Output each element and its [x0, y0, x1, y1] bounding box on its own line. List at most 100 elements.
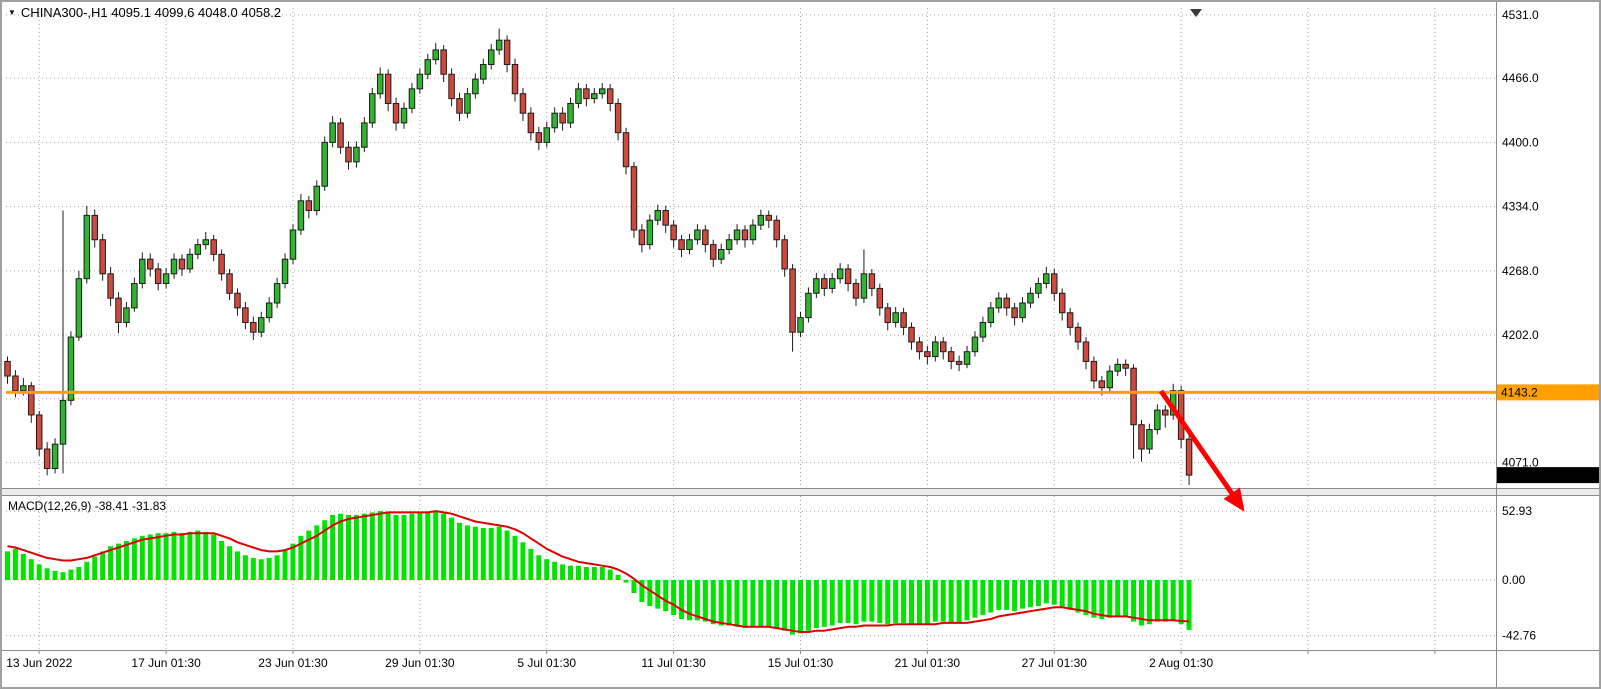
candle: [908, 326, 915, 343]
macd-bar: [187, 531, 193, 580]
macd-bar: [472, 526, 478, 580]
macd-bar: [36, 564, 42, 580]
macd-bar: [766, 580, 772, 627]
candle: [1003, 297, 1010, 309]
macd-bar: [369, 512, 375, 580]
macd-bar: [924, 580, 930, 625]
macd-bar: [274, 555, 280, 580]
candle: [900, 312, 907, 328]
panel-divider[interactable]: [2, 488, 1599, 496]
macd-bar: [219, 541, 225, 580]
candle: [186, 253, 194, 270]
macd-bar: [290, 543, 296, 580]
macd-bar: [568, 565, 574, 580]
trend-arrow[interactable]: [1158, 389, 1245, 512]
candle: [424, 59, 432, 75]
macd-axis-label: -42.76: [1502, 629, 1536, 643]
candle: [646, 219, 654, 246]
macd-bar: [821, 580, 827, 627]
candle: [329, 122, 336, 143]
macd-bar: [20, 554, 26, 580]
macd-bar: [1123, 580, 1129, 617]
macd-bar: [338, 513, 344, 580]
candle: [495, 39, 503, 51]
macd-bar: [1162, 580, 1168, 622]
macd-bar: [750, 580, 756, 627]
candle: [1011, 307, 1018, 319]
macd-bar: [655, 580, 661, 609]
macd-bar: [1020, 580, 1026, 609]
candle: [741, 229, 749, 241]
candle: [1154, 409, 1161, 431]
price-axis-label: 4071.0: [1502, 456, 1539, 470]
candle: [416, 73, 424, 90]
candle: [313, 185, 321, 212]
macd-bar: [250, 557, 256, 580]
price-hline[interactable]: 4143.2: [6, 384, 1600, 401]
candle: [265, 302, 273, 319]
candle: [995, 297, 1002, 309]
macd-bar: [425, 512, 431, 580]
macd-bar: [504, 530, 510, 580]
candle: [83, 214, 91, 280]
candle: [987, 307, 995, 323]
candle: [955, 360, 963, 365]
candle: [361, 122, 368, 148]
chart-title-text: CHINA300-,H1 4095.1 4099.6 4048.0 4058.2: [20, 5, 282, 20]
macd-bar: [623, 580, 629, 583]
time-axis-label: 27 Jul 01:30: [1022, 656, 1088, 670]
candle: [123, 307, 130, 323]
macd-bar: [385, 512, 391, 580]
macd-bar: [583, 567, 589, 580]
symbol-dropdown-icon[interactable]: ▼: [8, 7, 16, 17]
candle: [1185, 438, 1193, 476]
grid-lines: [6, 8, 1496, 650]
candle: [932, 341, 939, 358]
candle: [836, 268, 844, 280]
macd-bar: [893, 580, 899, 623]
macd-bar: [131, 538, 137, 580]
macd-bar: [671, 580, 677, 616]
candle: [979, 321, 987, 338]
time-axis-label: 5 Jul 01:30: [517, 656, 576, 670]
macd-bar: [805, 580, 811, 631]
candlestick-series: [4, 28, 1193, 486]
candle: [448, 73, 455, 100]
hline-price-tag: [1497, 384, 1600, 401]
candle: [337, 122, 344, 148]
macd-bar: [353, 515, 359, 580]
candle: [1098, 380, 1106, 389]
macd-bar: [909, 580, 915, 625]
candle: [202, 239, 209, 246]
macd-bar: [195, 530, 201, 580]
candle: [1043, 273, 1050, 285]
macd-bar: [1146, 580, 1152, 625]
candle: [146, 258, 154, 270]
candle: [971, 336, 979, 353]
macd-bar: [679, 580, 685, 619]
candle: [852, 283, 860, 299]
macd-bar: [1075, 580, 1081, 613]
candle: [1130, 367, 1137, 426]
macd-bar: [1059, 580, 1065, 608]
candle: [297, 200, 305, 231]
candle: [487, 49, 495, 66]
macd-bar: [615, 574, 621, 580]
candle: [519, 93, 527, 114]
candle: [400, 107, 408, 124]
macd-bar: [100, 551, 106, 580]
macd-bar: [345, 515, 351, 580]
candle: [543, 127, 550, 143]
macd-bar: [1138, 580, 1144, 626]
macd-bar: [393, 515, 399, 580]
macd-bar: [480, 528, 486, 580]
macd-bar: [996, 580, 1002, 610]
candle: [1122, 363, 1129, 369]
macd-bar: [758, 580, 764, 627]
candle: [440, 49, 447, 75]
macd-bar: [457, 522, 463, 580]
candle: [1106, 370, 1114, 389]
chart-shift-marker-icon[interactable]: [1190, 9, 1202, 17]
